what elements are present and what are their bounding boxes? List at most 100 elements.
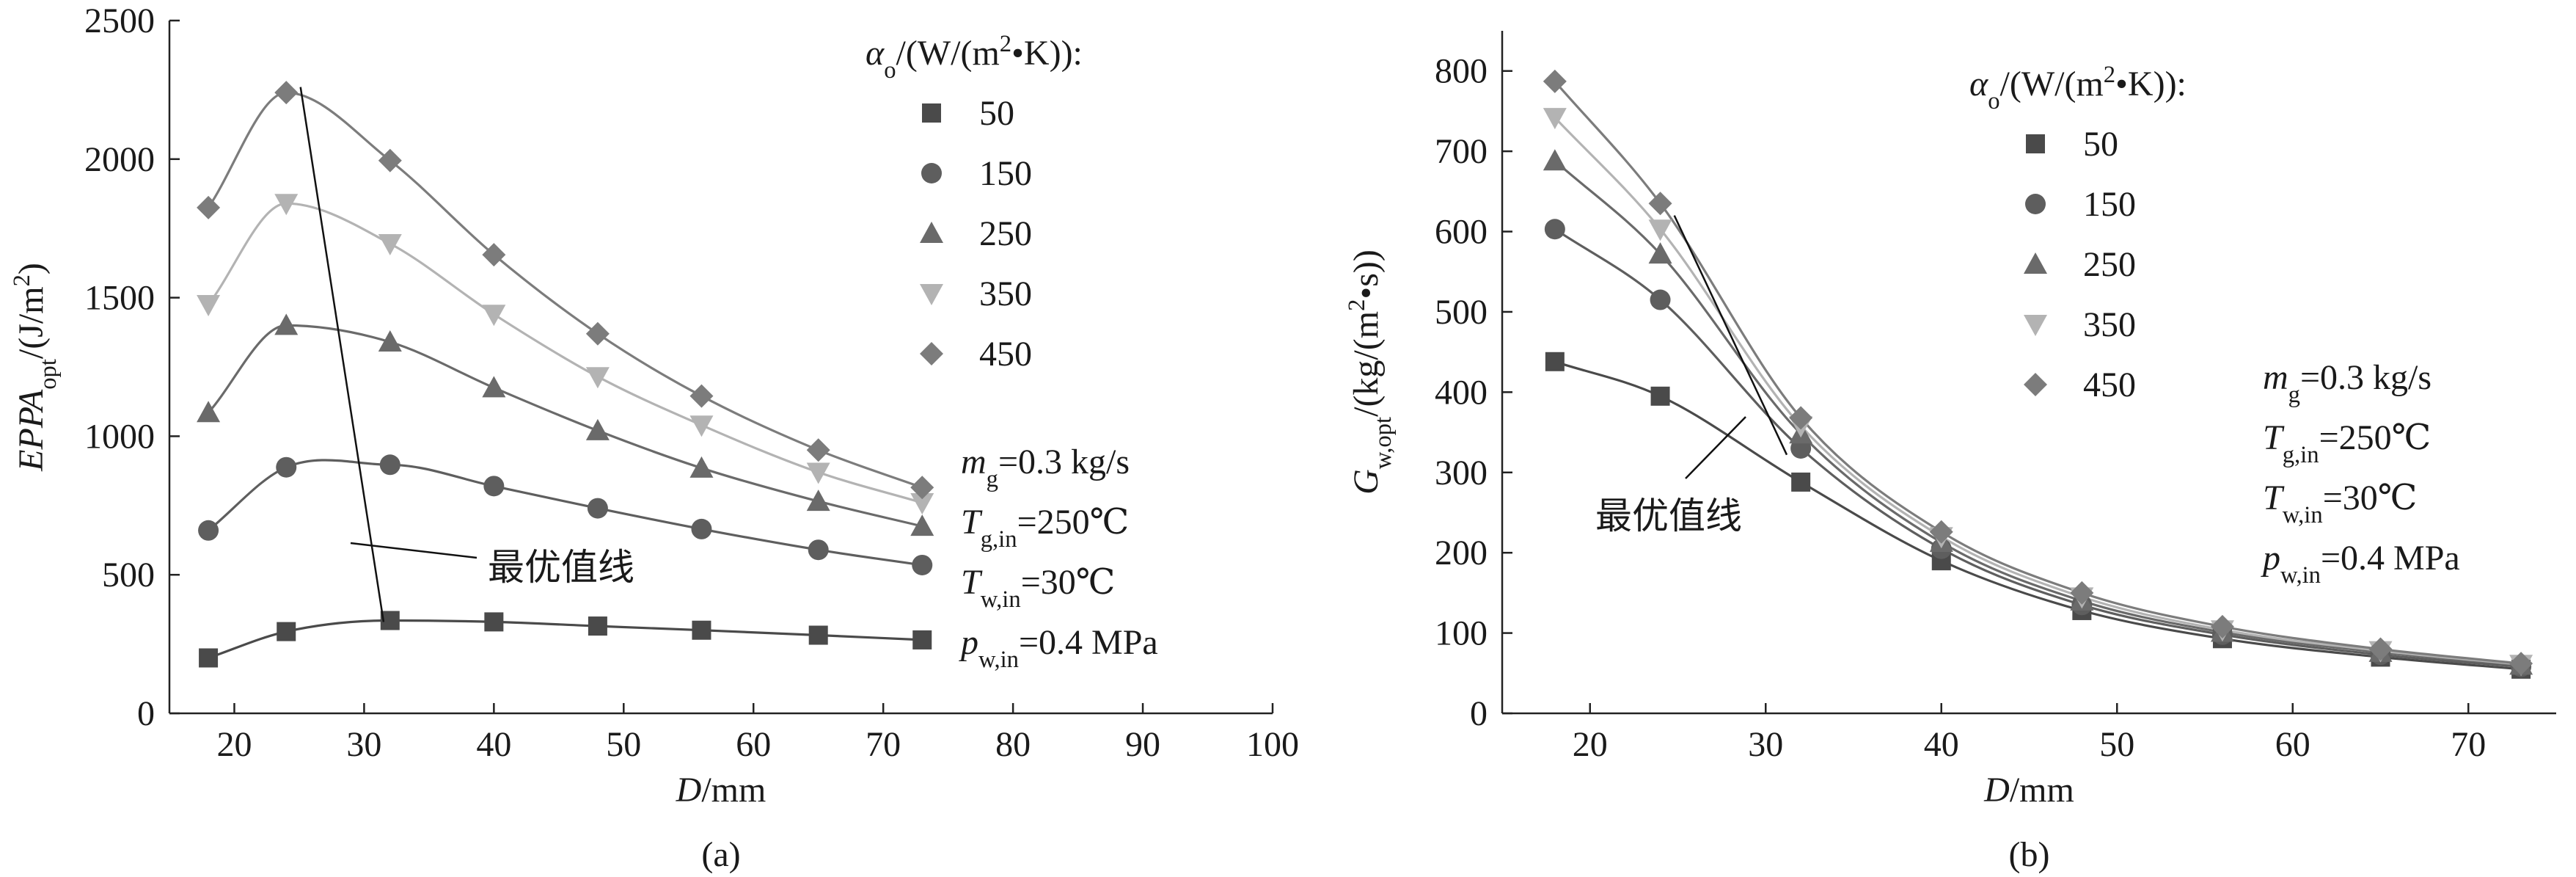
data-point-50 [199, 648, 219, 668]
data-point-50 [692, 620, 711, 640]
data-point-450 [585, 321, 610, 346]
data-point-250 [482, 376, 506, 398]
series-line-250 [1554, 160, 2522, 666]
data-point-350 [806, 462, 830, 484]
data-point-150 [198, 520, 219, 541]
x-tick-label: 20 [1573, 725, 1608, 764]
x-tick-label: 40 [1924, 725, 1959, 764]
data-point-150 [483, 476, 505, 497]
y-tick-label: 2000 [84, 140, 155, 179]
data-point-450 [2509, 652, 2533, 676]
series-line-350 [207, 202, 923, 504]
panel-label: (b) [2009, 835, 2050, 874]
condition-annotation: mg=0.3 kg/s [961, 443, 1130, 492]
legend-marker-350 [2024, 315, 2047, 336]
y-tick-label: 300 [1435, 454, 1488, 492]
x-tick-label: 100 [1246, 725, 1299, 764]
y-axis-title-group: EPPAopt/(J/m2) [9, 263, 62, 472]
data-point-250 [689, 456, 714, 478]
data-point-50 [1650, 386, 1670, 406]
y-axis-title-group: Gw,opt/(kg/(m2•s)) [1344, 250, 1397, 495]
y-tick-label: 700 [1435, 132, 1488, 171]
x-tick-label: 30 [1748, 725, 1783, 764]
y-tick-label: 0 [137, 694, 155, 733]
x-tick-label: 90 [1125, 725, 1160, 764]
x-tick-label: 40 [476, 725, 511, 764]
x-tick-label: 70 [2451, 725, 2486, 764]
y-tick-label: 2500 [84, 1, 155, 40]
x-tick-label: 50 [2099, 725, 2134, 764]
data-point-450 [2070, 581, 2094, 605]
legend-marker-250 [2024, 252, 2047, 274]
panel-label: (a) [701, 835, 740, 874]
chart-a: 20 30 40 50 60 70 80 90 10005001000150020002500D… [9, 1, 1299, 874]
data-point-150 [587, 498, 608, 519]
data-point-350 [378, 233, 402, 255]
data-point-250 [378, 330, 402, 352]
chart-b: 20 30 40 50 60 700100200300400500600700800D/m… [1344, 31, 2556, 874]
condition-annotation: Tg,in=250℃ [961, 503, 1129, 553]
legend-label-150: 150 [2083, 185, 2136, 224]
y-tick-label: 800 [1435, 52, 1488, 91]
legend-label-250: 250 [979, 214, 1032, 253]
condition-annotation: Tg,in=250℃ [2263, 418, 2431, 468]
data-point-150 [1544, 219, 1565, 240]
x-tick-label: 30 [346, 725, 381, 764]
data-point-450 [378, 148, 402, 172]
legend-marker-50 [922, 103, 941, 123]
data-point-150 [276, 456, 297, 478]
data-point-50 [808, 625, 828, 645]
condition-annotation: pw,in=0.4 MPa [959, 623, 1158, 673]
optimum-line-label: 最优值线 [488, 546, 634, 589]
y-axis-title: EPPAopt/(J/m2) [9, 263, 62, 472]
data-point-350 [274, 194, 299, 216]
data-point-150 [379, 454, 400, 476]
legend-label-450: 450 [979, 335, 1032, 374]
legend-marker-450 [920, 342, 943, 365]
x-tick-label: 60 [736, 725, 771, 764]
condition-annotation: Tw,in=30℃ [2263, 478, 2417, 528]
data-point-150 [1650, 289, 1671, 310]
y-tick-label: 200 [1435, 534, 1488, 572]
data-point-350 [585, 367, 610, 389]
data-point-350 [197, 295, 221, 317]
data-point-250 [197, 401, 221, 423]
optimum-line [299, 87, 385, 622]
data-point-450 [1929, 520, 1953, 544]
legend-label-150: 150 [979, 154, 1032, 193]
y-tick-label: 1000 [84, 417, 155, 456]
optimum-line-leader [350, 542, 477, 559]
series-line-450 [207, 91, 923, 489]
x-axis-title: D/mm [676, 771, 766, 809]
optimum-line-leader [1685, 416, 1746, 479]
legend-label-350: 350 [2083, 305, 2136, 344]
data-point-250 [1543, 149, 1567, 171]
data-point-350 [1543, 108, 1567, 130]
legend-marker-350 [920, 284, 943, 305]
y-tick-label: 0 [1470, 694, 1488, 733]
x-axis-title: D/mm [1983, 771, 2074, 809]
data-point-450 [482, 243, 506, 267]
data-point-50 [1791, 472, 1811, 492]
legend-marker-150 [2025, 194, 2046, 214]
data-point-50 [588, 616, 607, 636]
data-point-250 [1648, 242, 1672, 264]
legend-marker-50 [2026, 134, 2045, 153]
data-point-150 [912, 554, 933, 575]
legend-label-450: 450 [2083, 365, 2136, 404]
y-tick-label: 100 [1435, 614, 1488, 653]
data-point-450 [910, 476, 934, 500]
data-point-350 [482, 305, 506, 327]
data-point-50 [484, 612, 504, 632]
legend-label-350: 350 [979, 274, 1032, 313]
optimum-line [1673, 215, 1788, 456]
data-point-250 [585, 418, 610, 440]
data-point-450 [806, 438, 830, 462]
data-point-450 [2368, 637, 2393, 661]
series-line-350 [1554, 117, 2522, 666]
series-line-50 [1554, 360, 2522, 671]
data-point-450 [274, 81, 299, 105]
y-tick-label: 500 [1435, 293, 1488, 332]
data-point-50 [277, 622, 296, 641]
